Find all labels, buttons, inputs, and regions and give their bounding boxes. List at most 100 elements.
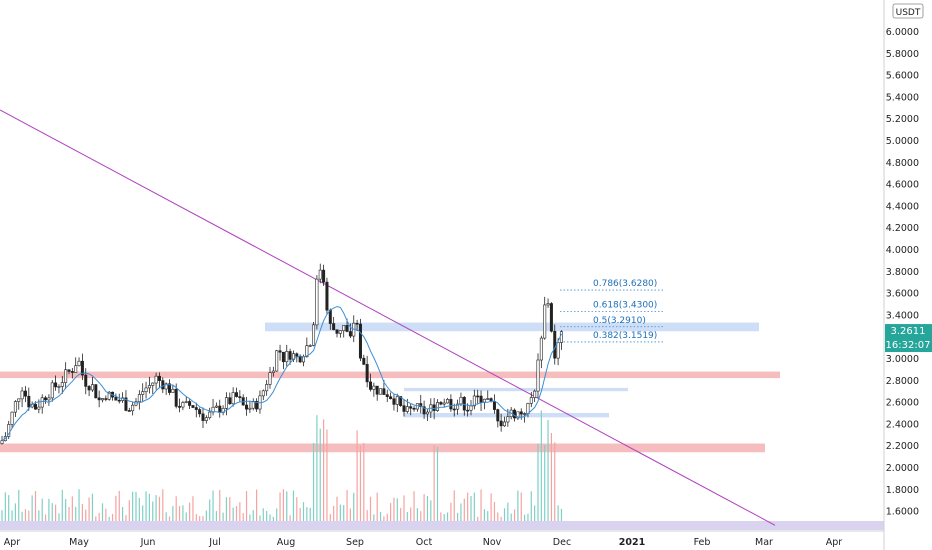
candle-body — [23, 390, 27, 397]
candle-body — [345, 325, 349, 332]
candle-body — [342, 325, 346, 331]
candle-body — [332, 323, 336, 331]
candle-body — [446, 399, 450, 404]
candle-body — [502, 421, 506, 427]
candle-body — [144, 387, 148, 392]
mid-zone-2.48 — [404, 413, 609, 418]
candle-body — [124, 397, 128, 411]
candle-body — [191, 405, 195, 408]
candle-body — [107, 391, 111, 400]
candle-body — [245, 404, 249, 410]
candle-body — [368, 381, 372, 390]
candle-body — [44, 397, 48, 401]
fib-level-label: 0.382(3.1519) — [593, 331, 657, 341]
y-tick-label: 3.4000 — [886, 310, 919, 321]
candle-body — [0, 440, 4, 444]
candle-body — [90, 384, 94, 391]
candle-body — [432, 404, 436, 411]
candle-body — [449, 399, 453, 410]
candle-body — [355, 322, 359, 325]
candle-body — [214, 405, 218, 408]
candle-body — [335, 329, 339, 334]
candle-body — [235, 392, 239, 397]
candle-body — [523, 413, 527, 415]
candle-body — [60, 382, 64, 387]
x-tick-label: Feb — [694, 537, 711, 548]
candle-body — [506, 416, 510, 423]
last-price-value: 3.2611 — [891, 326, 926, 337]
candle-body — [375, 385, 379, 395]
candle-body — [402, 405, 406, 412]
x-tick-label: May — [69, 537, 89, 548]
x-tick-label: Jun — [140, 537, 156, 548]
y-tick-label: 2.6000 — [886, 398, 919, 409]
candle-body — [127, 410, 131, 412]
candle-body — [50, 382, 54, 399]
y-tick-label: 5.4000 — [886, 92, 919, 103]
candle-body — [288, 351, 292, 360]
candle-body — [385, 394, 389, 397]
zones-layer — [0, 322, 780, 453]
fib-level-label: 0.5(3.2910) — [593, 316, 646, 326]
y-tick-label: 2.4000 — [886, 419, 919, 430]
candle-body — [425, 411, 429, 415]
candle-body — [422, 406, 426, 415]
candle-body — [456, 403, 460, 410]
candle-body — [459, 396, 463, 405]
candle-body — [84, 374, 88, 387]
candle-body — [536, 359, 540, 392]
candle-body — [395, 396, 399, 405]
candle-body — [546, 303, 550, 306]
candle-body — [476, 395, 480, 398]
x-tick-label: 2021 — [619, 537, 645, 548]
candle-body — [47, 397, 51, 401]
candle-body — [298, 356, 302, 363]
candle-body — [178, 406, 182, 408]
candle-body — [117, 399, 121, 402]
candle-body — [37, 406, 41, 410]
y-tick-label: 4.2000 — [886, 223, 919, 234]
candle-body — [154, 375, 158, 384]
volume-baseline-band — [0, 521, 884, 530]
candle-body — [469, 405, 473, 411]
candle-body — [114, 396, 118, 401]
x-tick-label: Dec — [553, 537, 571, 548]
candle-body — [466, 409, 470, 412]
x-tick-label: Oct — [416, 537, 433, 548]
candle-body — [265, 384, 269, 392]
candle-body — [348, 331, 352, 337]
candle-body — [338, 330, 342, 334]
x-tick-label: Jul — [208, 537, 220, 548]
candle-body — [308, 345, 312, 347]
y-tick-label: 5.6000 — [886, 71, 919, 82]
candle-body — [415, 403, 419, 410]
y-tick-label: 4.0000 — [886, 245, 919, 256]
candle-body — [40, 397, 44, 408]
candle-body — [379, 388, 383, 395]
candle-body — [452, 408, 456, 411]
candle-body — [268, 372, 272, 385]
candle-body — [559, 331, 563, 343]
y-tick-label: 6.0000 — [886, 27, 919, 38]
candle-body — [184, 401, 188, 403]
candle-body — [315, 278, 319, 326]
x-tick-label: Nov — [483, 537, 502, 548]
candle-body — [382, 388, 386, 395]
time-axis[interactable]: Apr May Jun Jul Aug Sep Oct Nov Dec 2021 Feb Mar Apr — [4, 537, 843, 548]
fib-layer: 0.786(3.6280) 0.618(3.4300) 0.5(3.2910) 0.3… — [560, 279, 665, 343]
candle-body — [553, 330, 557, 359]
x-tick-label: Aug — [277, 537, 296, 548]
candle-body — [472, 395, 476, 407]
bar-countdown: 16:32:07 — [886, 340, 931, 351]
price-axis[interactable]: 1.6000 1.8000 2.0000 2.2000 2.4000 2.6000 2.80… — [886, 27, 919, 518]
candle-body — [218, 405, 222, 413]
candle-body — [462, 396, 466, 411]
candle-body — [278, 350, 282, 353]
y-tick-label: 1.8000 — [886, 485, 919, 496]
candle-body — [174, 388, 178, 407]
candle-body — [151, 382, 155, 386]
y-tick-label: 2.8000 — [886, 376, 919, 387]
candle-body — [198, 409, 202, 415]
candle-body — [10, 411, 14, 425]
